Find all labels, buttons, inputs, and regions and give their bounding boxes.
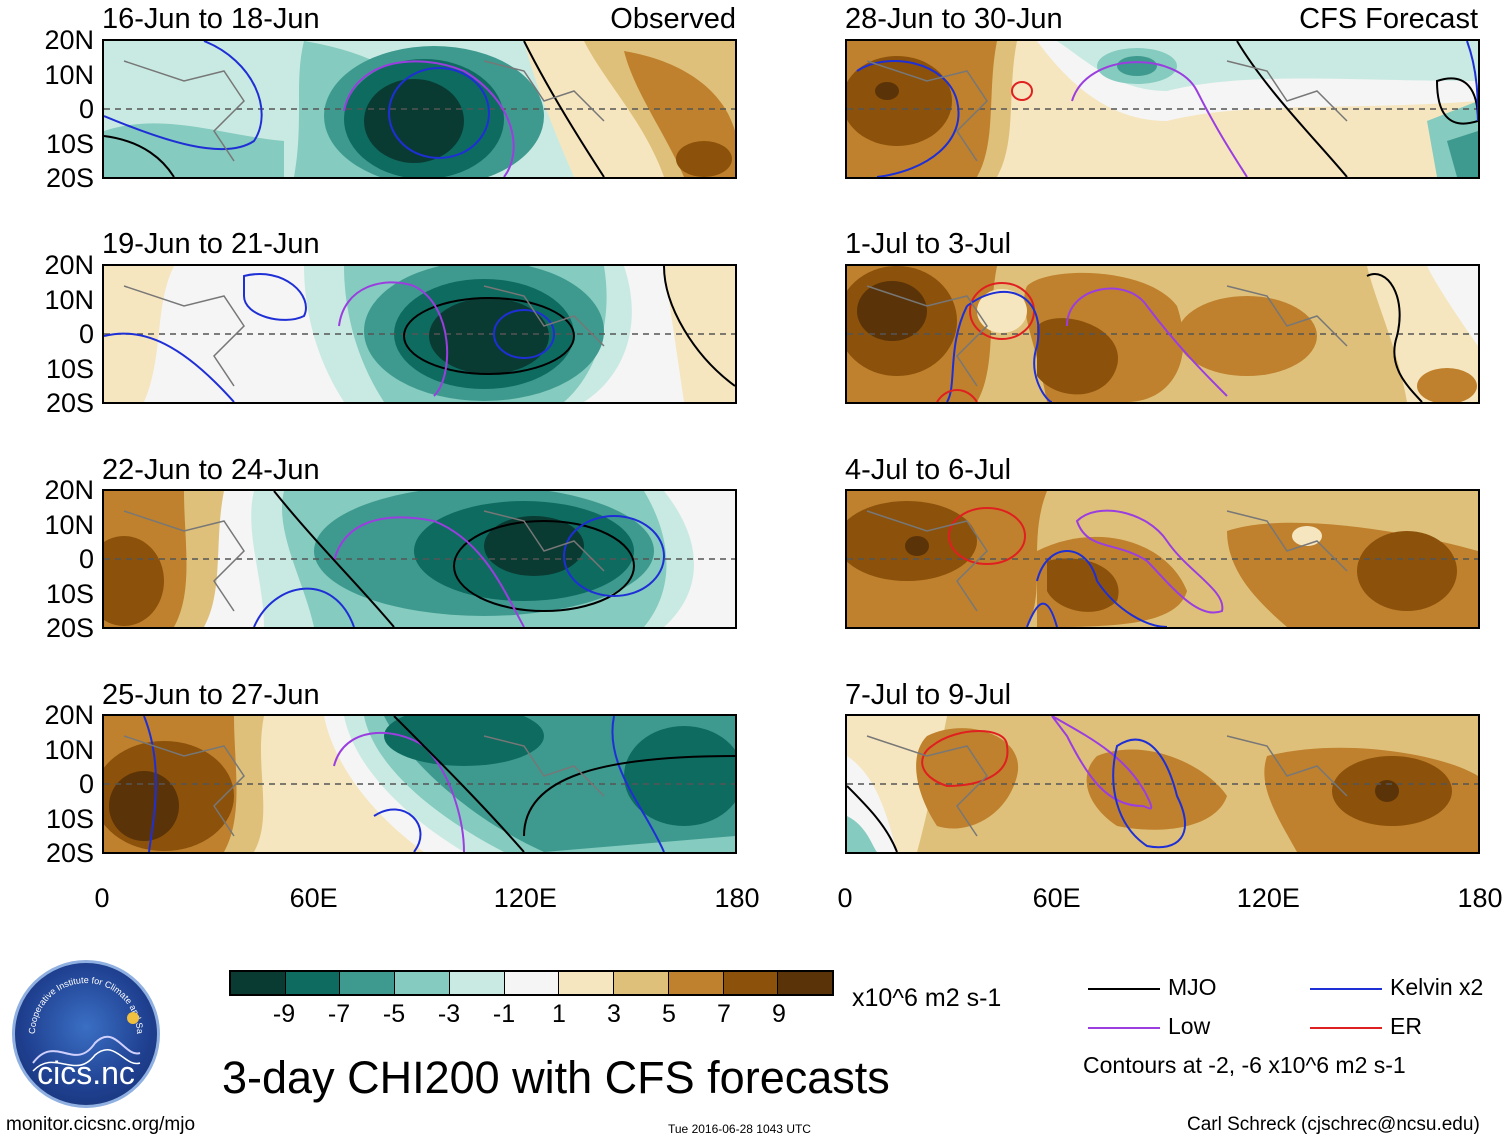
panel-right-2 — [845, 264, 1480, 404]
colorbar-swatch — [558, 972, 614, 994]
panel-title-left-1: 16-Jun to 18-Jun — [102, 3, 320, 35]
panel-left-4 — [102, 714, 737, 854]
logo-ring-text: Cooperative Institute for Climate and Sa… — [15, 963, 145, 1034]
panel-right-2-field — [847, 266, 1478, 402]
colorbar — [229, 970, 834, 996]
lat-tick-label: 20N — [44, 700, 94, 730]
lon-tick-label: 0 — [837, 883, 853, 913]
contours-note: Contours at -2, -6 x10^6 m2 s-1 — [1083, 1052, 1406, 1078]
colorbar-swatch — [503, 972, 559, 994]
colorbar-swatch — [448, 972, 504, 994]
colorbar-tick-label: 7 — [717, 1000, 731, 1028]
footer-author: Carl Schreck (cjschrec@ncsu.edu) — [1187, 1114, 1480, 1135]
logo-text: cics.nc — [37, 1055, 135, 1091]
colorbar-tick-label: -1 — [492, 1000, 516, 1028]
legend-mjo-label: MJO — [1168, 974, 1217, 1000]
lat-tick-label: 0 — [78, 544, 94, 574]
panel-title-right-2: 1-Jul to 3-Jul — [845, 228, 1012, 260]
colorbar-tick-label: -9 — [272, 1000, 296, 1028]
colorbar-swatch — [722, 972, 778, 994]
colorbar-swatch — [284, 972, 340, 994]
lat-tick-label: 10N — [44, 284, 94, 315]
panel-right-3 — [845, 489, 1480, 629]
colorbar-tick-label: -3 — [437, 1000, 461, 1028]
panel-left-2 — [102, 264, 737, 404]
lon-tick-label: 0 — [94, 883, 110, 913]
panel-title-right-4: 7-Jul to 9-Jul — [845, 679, 1012, 711]
panel-left-3 — [102, 489, 737, 629]
lon-tick-label: 60E — [289, 883, 338, 913]
lat-tick-label: 10S — [45, 353, 94, 384]
panel-right-1 — [845, 39, 1480, 179]
panel-right-1-field — [847, 41, 1478, 177]
panel-left-4-field — [104, 716, 735, 852]
lat-tick-label: 20N — [44, 475, 94, 505]
main-title: 3-day CHI200 with CFS forecasts — [222, 1052, 890, 1103]
footer-timestamp: Tue 2016-06-28 1043 UTC — [668, 1122, 811, 1136]
lat-tick-label: 20S — [45, 388, 94, 418]
lat-tick-label: 20N — [44, 25, 94, 55]
lat-tick-label: 10N — [44, 734, 94, 765]
panel-left-1 — [102, 39, 737, 179]
legend-kelvin-line — [1310, 988, 1382, 990]
legend-mjo-line — [1088, 988, 1160, 990]
panel-title-left-4: 25-Jun to 27-Jun — [102, 679, 320, 711]
lat-tick-label: 20S — [45, 838, 94, 868]
colorbar-tick-label: -7 — [327, 1000, 351, 1028]
panel-title-left-2: 19-Jun to 21-Jun — [102, 228, 320, 260]
lat-tick-label: 10N — [44, 59, 94, 90]
lat-tick-label: 0 — [78, 769, 94, 799]
logo-graphic: Cooperative Institute for Climate and Sa… — [15, 963, 145, 1072]
colorbar-swatch — [231, 972, 285, 994]
colorbar-tick-label: 1 — [552, 1000, 566, 1028]
legend-er-label: ER — [1390, 1013, 1422, 1039]
panel-title-left-3: 22-Jun to 24-Jun — [102, 454, 320, 486]
colorbar-tick-label: -5 — [382, 1000, 406, 1028]
lat-tick-label: 20S — [45, 613, 94, 643]
colorbar-swatch — [339, 972, 395, 994]
lon-tick-label: 180 — [1457, 883, 1503, 913]
panel-right-4-field — [847, 716, 1478, 852]
legend-low-line — [1088, 1027, 1160, 1029]
svg-text:Cooperative Institute for Clim: Cooperative Institute for Climate and Sa… — [15, 963, 145, 1034]
panel-left-1-field — [104, 41, 735, 177]
colorbar-units: x10^6 m2 s-1 — [852, 984, 1002, 1012]
colorbar-tick-label: 5 — [662, 1000, 676, 1028]
panel-left-3-field — [104, 491, 735, 627]
lat-tick-label: 10N — [44, 509, 94, 540]
lat-tick-label: 10S — [45, 578, 94, 609]
lon-tick-label: 180 — [714, 883, 760, 913]
colorbar-swatch — [667, 972, 723, 994]
colorbar-tick-label: 3 — [607, 1000, 621, 1028]
cfs-forecast-tag: CFS Forecast — [1299, 3, 1478, 35]
panel-title-right-1: 28-Jun to 30-Jun — [845, 3, 1063, 35]
lon-tick-label: 120E — [1236, 883, 1300, 913]
colorbar-swatch — [394, 972, 449, 994]
lat-tick-label: 0 — [78, 319, 94, 349]
panel-right-4 — [845, 714, 1480, 854]
footer-url: monitor.cicsnc.org/mjo — [6, 1114, 196, 1135]
lat-tick-label: 0 — [78, 94, 94, 124]
panel-right-3-field — [847, 491, 1478, 627]
colorbar-tick-label: 9 — [772, 1000, 786, 1028]
panel-left-2-field — [104, 266, 735, 402]
lat-tick-label: 10S — [45, 803, 94, 834]
legend-er-line — [1310, 1027, 1382, 1029]
lat-tick-label: 20S — [45, 163, 94, 193]
observed-tag: Observed — [610, 3, 736, 35]
colorbar-swatch — [613, 972, 668, 994]
legend-low-label: Low — [1168, 1013, 1211, 1039]
lat-tick-label: 10S — [45, 128, 94, 159]
lon-tick-label: 60E — [1032, 883, 1081, 913]
cics-logo: Cooperative Institute for Climate and Sa… — [12, 960, 160, 1108]
colorbar-swatch — [777, 972, 833, 994]
panel-title-right-3: 4-Jul to 6-Jul — [845, 454, 1012, 486]
legend-kelvin-label: Kelvin x2 — [1390, 974, 1484, 1000]
lon-tick-label: 120E — [493, 883, 557, 913]
lat-tick-label: 20N — [44, 250, 94, 280]
